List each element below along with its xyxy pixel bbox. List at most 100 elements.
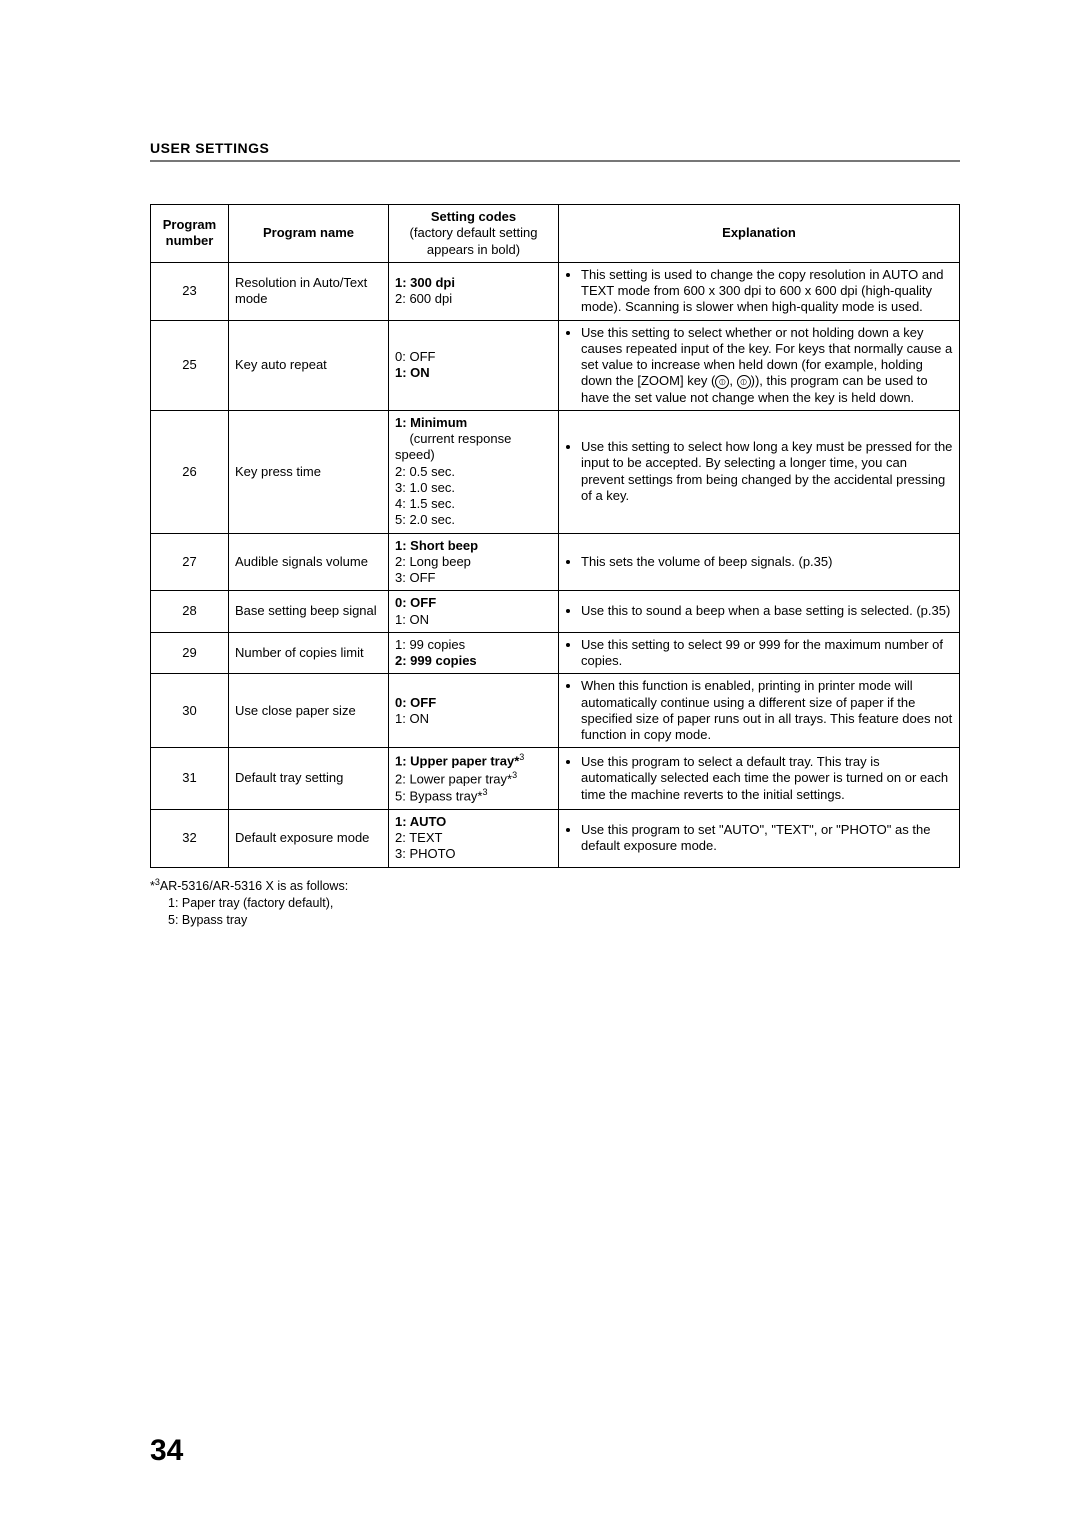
- th-program-name: Program name: [229, 205, 389, 263]
- cell-explanation: Use this to sound a beep when a base set…: [559, 591, 960, 633]
- setting-code-line: 2: Lower paper tray*: [395, 771, 512, 786]
- cell-setting-codes: 1: Upper paper tray*32: Lower paper tray…: [389, 748, 559, 810]
- cell-program-number: 25: [151, 320, 229, 410]
- table-body: 23Resolution in Auto/Text mode1: 300 dpi…: [151, 262, 960, 867]
- page: USER SETTINGS Program number Program nam…: [0, 0, 1080, 1528]
- setting-code-line: 2: 600 dpi: [395, 291, 452, 306]
- cell-setting-codes: 1: AUTO2: TEXT3: PHOTO: [389, 809, 559, 867]
- footnote-line3: 5: Bypass tray: [168, 913, 247, 927]
- explanation-list: This setting is used to change the copy …: [565, 267, 953, 316]
- cell-program-number: 27: [151, 533, 229, 591]
- superscript: 3: [512, 770, 517, 780]
- explanation-list: When this function is enabled, printing …: [565, 678, 953, 743]
- setting-code-line: 1: ON: [395, 711, 429, 726]
- cell-program-name: Base setting beep signal: [229, 591, 389, 633]
- cell-setting-codes: 1: 300 dpi2: 600 dpi: [389, 262, 559, 320]
- setting-code-line: 1: Short beep: [395, 538, 478, 553]
- cell-setting-codes: 0: OFF1: ON: [389, 320, 559, 410]
- cell-explanation: When this function is enabled, printing …: [559, 674, 960, 748]
- cell-setting-codes: 1: Short beep2: Long beep3: OFF: [389, 533, 559, 591]
- explanation-item: Use this setting to select 99 or 999 for…: [581, 637, 953, 670]
- setting-code-line: 2: 999 copies: [395, 653, 477, 668]
- cell-explanation: This sets the volume of beep signals. (p…: [559, 533, 960, 591]
- setting-code-line: 0: OFF: [395, 595, 436, 610]
- explanation-item: Use this setting to select whether or no…: [581, 325, 953, 406]
- table-row: 25Key auto repeat0: OFF1: ONUse this set…: [151, 320, 960, 410]
- setting-code-line: (current response speed): [395, 431, 511, 462]
- setting-code-line: 3: 1.0 sec.: [395, 480, 455, 495]
- superscript: 3: [519, 752, 524, 762]
- setting-code-line: 0: OFF: [395, 349, 435, 364]
- cell-program-number: 31: [151, 748, 229, 810]
- th-setting-codes-title: Setting codes: [431, 209, 516, 224]
- explanation-list: Use this setting to select whether or no…: [565, 325, 953, 406]
- cell-explanation: Use this program to select a default tra…: [559, 748, 960, 810]
- cell-explanation: This setting is used to change the copy …: [559, 262, 960, 320]
- explanation-item: Use this setting to select how long a ke…: [581, 439, 953, 504]
- cell-setting-codes: 1: Minimum (current response speed) 2: 0.…: [389, 410, 559, 533]
- setting-code-line: 3: PHOTO: [395, 846, 455, 861]
- setting-code-line: 0: OFF: [395, 695, 436, 710]
- cell-program-name: Key auto repeat: [229, 320, 389, 410]
- footnote-line2: 1: Paper tray (factory default),: [168, 896, 333, 910]
- setting-code-line: 1: 300 dpi: [395, 275, 455, 290]
- cell-setting-codes: 0: OFF 1: ON: [389, 591, 559, 633]
- cell-program-number: 23: [151, 262, 229, 320]
- explanation-item: Use this to sound a beep when a base set…: [581, 603, 953, 619]
- explanation-item: Use this program to select a default tra…: [581, 754, 953, 803]
- cell-program-name: Key press time: [229, 410, 389, 533]
- th-setting-codes: Setting codes (factory default setting a…: [389, 205, 559, 263]
- table-row: 28Base setting beep signal0: OFF1: ONUse…: [151, 591, 960, 633]
- explanation-item: This setting is used to change the copy …: [581, 267, 953, 316]
- setting-code-line: 2: TEXT: [395, 830, 442, 845]
- cell-explanation: Use this setting to select 99 or 999 for…: [559, 632, 960, 674]
- table-row: 23Resolution in Auto/Text mode1: 300 dpi…: [151, 262, 960, 320]
- setting-code-line: 3: OFF: [395, 570, 435, 585]
- setting-code-line: 1: ON: [395, 612, 429, 627]
- table-row: 27Audible signals volume1: Short beep2: …: [151, 533, 960, 591]
- cell-program-name: Number of copies limit: [229, 632, 389, 674]
- th-explanation: Explanation: [559, 205, 960, 263]
- superscript: 3: [482, 787, 487, 797]
- cell-explanation: Use this setting to select how long a ke…: [559, 410, 960, 533]
- explanation-item: When this function is enabled, printing …: [581, 678, 953, 743]
- settings-table: Program number Program name Setting code…: [150, 204, 960, 868]
- table-row: 30Use close paper size0: OFF1: ONWhen th…: [151, 674, 960, 748]
- explanation-list: This sets the volume of beep signals. (p…: [565, 554, 953, 570]
- cell-setting-codes: 1: 99 copies2: 999 copies: [389, 632, 559, 674]
- cell-program-name: Audible signals volume: [229, 533, 389, 591]
- setting-code-line: 5: Bypass tray*: [395, 789, 482, 804]
- page-number: 34: [150, 1434, 183, 1468]
- cell-program-number: 32: [151, 809, 229, 867]
- table-header-row: Program number Program name Setting code…: [151, 205, 960, 263]
- th-setting-codes-sub: (factory default setting appears in bold…: [410, 225, 538, 256]
- setting-code-line: 2: 0.5 sec.: [395, 464, 455, 479]
- cell-program-number: 30: [151, 674, 229, 748]
- explanation-list: Use this program to set "AUTO", "TEXT", …: [565, 822, 953, 855]
- footnote: *3AR-5316/AR-5316 X is as follows: 1: Pa…: [150, 876, 960, 929]
- explanation-list: Use this program to select a default tra…: [565, 754, 953, 803]
- table-row: 26Key press time1: Minimum (current resp…: [151, 410, 960, 533]
- setting-code-line: 1: Minimum: [395, 415, 467, 430]
- footnote-line1: AR-5316/AR-5316 X is as follows:: [160, 879, 348, 893]
- explanation-item: This sets the volume of beep signals. (p…: [581, 554, 953, 570]
- explanation-list: Use this setting to select how long a ke…: [565, 439, 953, 504]
- table-row: 31Default tray setting1: Upper paper tra…: [151, 748, 960, 810]
- cell-program-number: 26: [151, 410, 229, 533]
- setting-code-line: 4: 1.5 sec.: [395, 496, 455, 511]
- cell-setting-codes: 0: OFF1: ON: [389, 674, 559, 748]
- cell-program-name: Resolution in Auto/Text mode: [229, 262, 389, 320]
- cell-explanation: Use this setting to select whether or no…: [559, 320, 960, 410]
- setting-code-line: 5: 2.0 sec.: [395, 512, 455, 527]
- table-row: 29Number of copies limit1: 99 copies2: 9…: [151, 632, 960, 674]
- cell-explanation: Use this program to set "AUTO", "TEXT", …: [559, 809, 960, 867]
- setting-code-line: 1: 99 copies: [395, 637, 465, 652]
- cell-program-name: Use close paper size: [229, 674, 389, 748]
- explanation-list: Use this setting to select 99 or 999 for…: [565, 637, 953, 670]
- th-program-number: Program number: [151, 205, 229, 263]
- title-rule: [150, 160, 960, 162]
- table-row: 32Default exposure mode1: AUTO2: TEXT3: …: [151, 809, 960, 867]
- setting-code-line: 1: ON: [395, 365, 430, 380]
- setting-code-line: 2: Long beep: [395, 554, 471, 569]
- setting-code-line: 1: Upper paper tray*: [395, 754, 519, 769]
